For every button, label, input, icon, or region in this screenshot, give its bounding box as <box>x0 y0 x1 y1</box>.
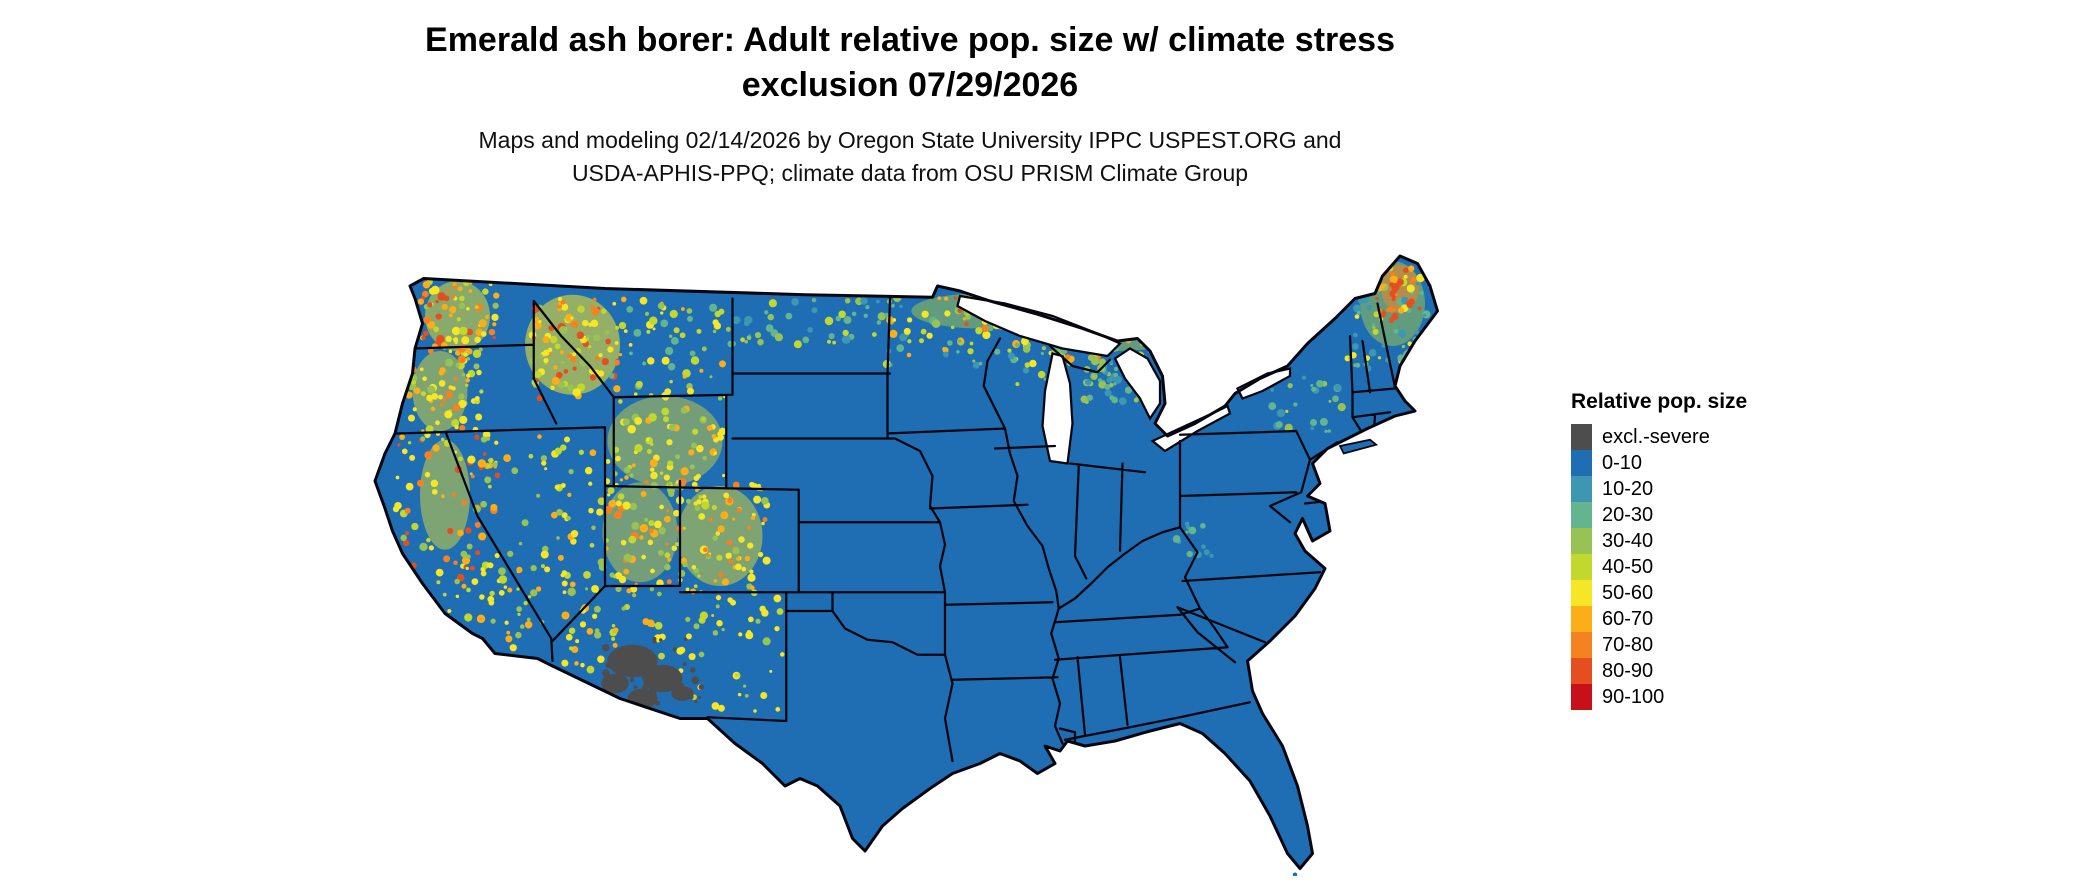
legend-item: 90-100 <box>1571 684 1831 710</box>
legend-swatch <box>1571 632 1592 658</box>
legend-label: 30-40 <box>1602 529 1654 552</box>
legend-swatch <box>1571 528 1592 554</box>
legend-title: Relative pop. size <box>1571 390 1748 413</box>
legend-label: 70-80 <box>1602 633 1654 656</box>
legend-swatch <box>1571 580 1592 606</box>
legend-item: 10-20 <box>1571 476 1831 502</box>
long-island <box>1338 438 1379 455</box>
lake-huron <box>1113 347 1162 421</box>
legend-label: 50-60 <box>1602 581 1654 604</box>
legend-label: 20-30 <box>1602 503 1654 526</box>
legend-swatch <box>1571 450 1592 476</box>
florida-keys <box>1292 872 1298 876</box>
legend-label: 60-70 <box>1602 607 1654 630</box>
lake-michigan <box>1041 352 1074 465</box>
map-title: Emerald ash borer: Adult relative pop. s… <box>310 18 1510 108</box>
map-subtitle-line2: USDA-APHIS-PPQ; climate data from OSU PR… <box>571 160 1249 187</box>
legend-label: 0-10 <box>1602 451 1643 474</box>
legend-swatch <box>1571 658 1592 684</box>
map-base-land <box>375 256 1438 869</box>
great-lakes <box>956 294 1292 465</box>
map-title-line1: Emerald ash borer: Adult relative pop. s… <box>425 21 1395 59</box>
header: Emerald ash borer: Adult relative pop. s… <box>310 18 1510 190</box>
legend-item: 40-50 <box>1571 554 1831 580</box>
legend: Relative pop. size excl.-severe 0-10 10-20… <box>1571 390 1831 710</box>
legend-item: 20-30 <box>1571 502 1831 528</box>
map-subtitle: Maps and modeling 02/14/2026 by Oregon S… <box>310 124 1510 191</box>
us-outline <box>373 254 1439 870</box>
legend-swatch <box>1571 424 1592 450</box>
us-map-figure <box>305 226 1505 876</box>
map-title-line2: exclusion 07/29/2026 <box>741 65 1079 104</box>
legend-item: 50-60 <box>1571 580 1831 606</box>
legend-label: 40-50 <box>1602 555 1654 578</box>
legend-label: excl.-severe <box>1602 425 1710 448</box>
legend-swatch <box>1571 502 1592 528</box>
legend-item: 70-80 <box>1571 632 1831 658</box>
legend-label: 90-100 <box>1602 685 1665 708</box>
legend-items: excl.-severe 0-10 10-20 20-30 30-40 40-50 50-6… <box>1571 424 1831 710</box>
legend-swatch <box>1571 684 1592 710</box>
legend-item: 80-90 <box>1571 658 1831 684</box>
legend-swatch <box>1571 606 1592 632</box>
legend-item: 60-70 <box>1571 606 1831 632</box>
lake-erie <box>1150 404 1232 453</box>
legend-swatch <box>1571 476 1592 502</box>
legend-label: 10-20 <box>1602 477 1654 500</box>
legend-label: 80-90 <box>1602 659 1654 682</box>
legend-swatch <box>1571 554 1592 580</box>
map-exclusion-zone <box>601 636 705 709</box>
state-borders <box>395 297 1397 763</box>
legend-item: 0-10 <box>1571 450 1831 476</box>
lake-superior <box>956 294 1122 358</box>
legend-item: excl.-severe <box>1571 424 1831 450</box>
legend-item: 30-40 <box>1571 528 1831 554</box>
us-map <box>373 254 1439 876</box>
map-subtitle-line1: Maps and modeling 02/14/2026 by Oregon S… <box>478 126 1342 153</box>
